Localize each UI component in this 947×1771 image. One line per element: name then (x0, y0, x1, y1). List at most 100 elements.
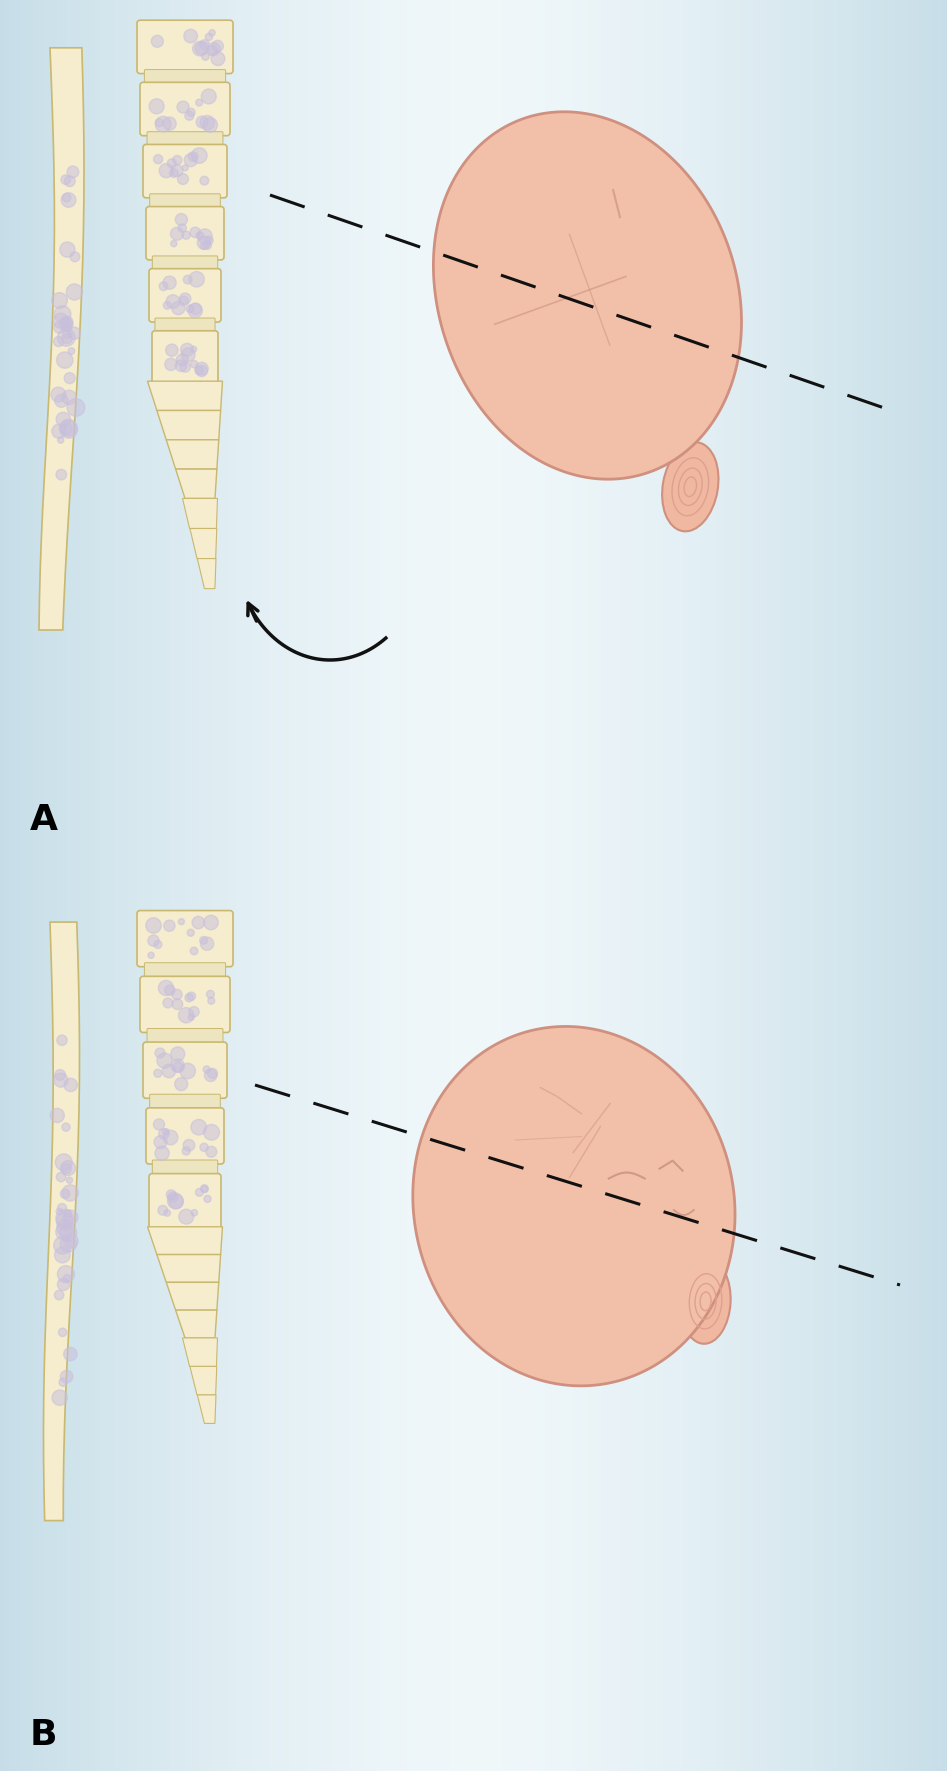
Circle shape (182, 232, 190, 239)
Circle shape (172, 156, 182, 165)
Circle shape (54, 322, 64, 333)
Circle shape (61, 1371, 73, 1383)
Circle shape (60, 420, 77, 436)
Circle shape (155, 117, 170, 133)
Circle shape (187, 108, 195, 117)
Circle shape (63, 322, 71, 331)
Circle shape (195, 363, 208, 375)
Circle shape (205, 236, 213, 244)
Circle shape (158, 981, 173, 995)
FancyBboxPatch shape (150, 1094, 221, 1112)
Circle shape (181, 347, 195, 361)
Circle shape (61, 1188, 70, 1199)
Circle shape (179, 1210, 194, 1224)
Circle shape (59, 1328, 66, 1337)
Circle shape (55, 395, 68, 407)
Circle shape (175, 360, 187, 372)
Circle shape (58, 1266, 75, 1282)
Text: B: B (30, 1718, 58, 1752)
Circle shape (182, 165, 188, 170)
Circle shape (61, 1236, 77, 1252)
Circle shape (165, 358, 177, 370)
Circle shape (175, 214, 188, 225)
Circle shape (184, 30, 197, 43)
Circle shape (207, 46, 217, 57)
Circle shape (60, 243, 75, 257)
Circle shape (204, 916, 219, 930)
Circle shape (178, 919, 185, 924)
Circle shape (68, 347, 75, 354)
Circle shape (54, 1073, 68, 1087)
Circle shape (61, 1160, 76, 1176)
Circle shape (54, 336, 63, 347)
Circle shape (190, 947, 198, 955)
Circle shape (197, 236, 210, 250)
Circle shape (202, 89, 216, 104)
Circle shape (62, 390, 76, 404)
Circle shape (182, 1148, 190, 1155)
Circle shape (204, 1195, 211, 1203)
Circle shape (207, 997, 215, 1004)
Circle shape (63, 1185, 79, 1201)
Polygon shape (39, 48, 84, 630)
Circle shape (56, 1210, 73, 1227)
Circle shape (188, 1015, 194, 1020)
Circle shape (52, 1390, 67, 1406)
Circle shape (155, 119, 163, 128)
Ellipse shape (681, 1259, 731, 1344)
Circle shape (200, 39, 209, 50)
Circle shape (63, 1348, 77, 1360)
Circle shape (157, 1054, 172, 1068)
Circle shape (64, 1234, 79, 1249)
Circle shape (200, 937, 207, 944)
Circle shape (146, 917, 161, 933)
FancyBboxPatch shape (143, 145, 227, 198)
Circle shape (148, 953, 154, 958)
Circle shape (62, 193, 76, 207)
Polygon shape (148, 381, 223, 411)
Circle shape (62, 1164, 71, 1174)
FancyBboxPatch shape (149, 1174, 221, 1229)
Circle shape (188, 1006, 199, 1017)
Circle shape (67, 166, 79, 177)
Circle shape (184, 275, 192, 283)
Circle shape (55, 1247, 70, 1263)
Circle shape (63, 1275, 71, 1282)
Circle shape (183, 1139, 195, 1151)
Circle shape (200, 177, 208, 184)
Polygon shape (413, 1027, 735, 1387)
FancyBboxPatch shape (140, 976, 230, 1032)
Circle shape (152, 35, 163, 48)
Circle shape (52, 292, 67, 308)
Circle shape (63, 1210, 78, 1226)
Circle shape (64, 1079, 78, 1091)
Circle shape (163, 1128, 170, 1135)
Circle shape (153, 1070, 162, 1077)
Circle shape (201, 1185, 208, 1192)
Circle shape (209, 30, 215, 35)
Circle shape (166, 344, 178, 356)
Circle shape (155, 1048, 165, 1057)
FancyBboxPatch shape (144, 69, 225, 87)
Circle shape (170, 168, 178, 177)
Circle shape (186, 305, 194, 313)
Circle shape (180, 292, 191, 305)
Circle shape (53, 313, 68, 328)
Circle shape (168, 159, 176, 168)
Circle shape (185, 154, 197, 166)
Circle shape (57, 352, 73, 368)
Circle shape (56, 1224, 72, 1240)
Circle shape (200, 1144, 208, 1151)
Polygon shape (197, 558, 216, 588)
Circle shape (179, 296, 188, 306)
Circle shape (54, 1236, 71, 1254)
Circle shape (171, 301, 185, 315)
Circle shape (66, 283, 82, 299)
Circle shape (67, 398, 85, 416)
Circle shape (191, 1210, 198, 1217)
FancyBboxPatch shape (146, 207, 224, 260)
Circle shape (190, 361, 198, 368)
Circle shape (192, 916, 205, 928)
Circle shape (56, 1208, 63, 1215)
Circle shape (56, 1213, 73, 1229)
